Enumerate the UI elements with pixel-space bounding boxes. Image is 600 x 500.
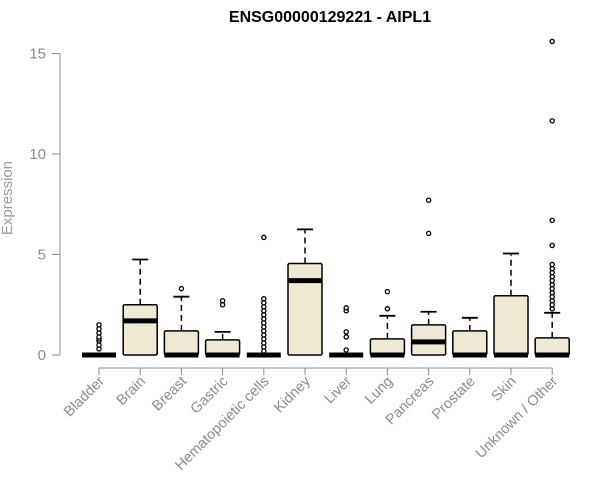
outlier-point [549,38,555,45]
box-rect [287,262,323,356]
outlier-point [261,234,267,241]
chart-title: ENSG00000129221 - AIPL1 [229,9,431,26]
y-tick-label: 10 [29,146,46,163]
box-lung [369,288,406,358]
y-tick-label: 5 [38,247,46,264]
outlier-point [549,242,555,249]
outlier-point [219,297,226,304]
box-unknown-other [534,38,570,358]
box-liver [329,305,364,358]
x-tick-label: Prostate [429,374,478,423]
box-rect [163,330,200,356]
outlier-point [96,322,102,328]
y-tick-label: 0 [38,347,46,364]
box-rect [493,294,529,356]
box-pancreas [410,197,447,356]
outlier-point [549,261,555,268]
box-rect [452,330,488,356]
outlier-point [425,230,432,237]
box-rect [534,337,570,356]
outlier-point [343,329,349,335]
box-breast [163,285,200,358]
box-hematopoietic-cells [246,234,281,358]
outlier-point [343,334,349,340]
box-rect [122,304,158,356]
y-axis-label: Expression [0,161,16,235]
outlier-point [343,347,349,353]
box-skin [493,252,529,358]
box-brain [122,258,158,356]
x-tick-label: Breast [149,374,190,415]
x-tick-label: Lung [362,374,396,408]
outlier-point [261,295,267,302]
box-gastric [204,297,241,358]
axes-layer: 0 5 10 15 [29,46,553,375]
box-bladder [82,322,116,358]
x-tick-label: Kidney [271,373,314,416]
outlier-point [343,305,349,311]
outlier-point [549,217,555,224]
outlier-point [178,285,185,292]
x-tick-label: Skin [489,374,520,405]
x-tick-label: Liver [321,373,355,407]
boxes-layer [82,38,570,358]
x-tick-label: Bladder [61,373,108,420]
y-tick-label: 15 [29,46,46,63]
outlier-point [384,288,391,295]
box-prostate [452,316,488,358]
box-kidney [287,228,323,356]
x-tick-label: Brain [114,374,149,409]
outlier-point [384,306,391,312]
outlier-point [549,118,555,124]
outlier-point [425,197,432,203]
